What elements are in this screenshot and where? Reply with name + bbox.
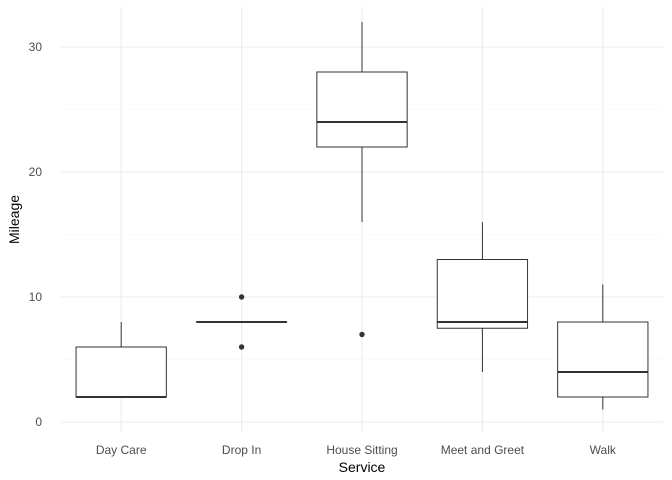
box-house-sitting bbox=[316, 22, 408, 338]
y-tick-label: 0 bbox=[35, 415, 42, 429]
y-tick-labels: 0 10 20 30 bbox=[29, 40, 43, 429]
y-tick-label: 30 bbox=[29, 40, 43, 54]
box-iqr bbox=[316, 71, 408, 148]
boxes bbox=[75, 22, 649, 410]
x-axis-title: Service bbox=[339, 459, 386, 475]
x-tick-label: Meet and Greet bbox=[441, 443, 525, 457]
box-iqr bbox=[436, 259, 529, 329]
box-iqr bbox=[75, 346, 167, 398]
box-drop-in bbox=[195, 294, 288, 350]
box-walk bbox=[557, 284, 649, 410]
x-tick-label: House Sitting bbox=[326, 443, 397, 457]
outlier-point bbox=[359, 331, 365, 338]
x-tick-label: Day Care bbox=[96, 443, 147, 457]
x-tick-label: Walk bbox=[590, 443, 617, 457]
x-tick-label: Drop In bbox=[222, 443, 261, 457]
x-tick-labels: Day Care Drop In House Sitting Meet and Gre… bbox=[96, 443, 617, 457]
y-tick-label: 10 bbox=[29, 290, 43, 304]
box-iqr bbox=[557, 321, 649, 398]
box-day-care bbox=[75, 322, 167, 398]
y-axis-title: Mileage bbox=[6, 195, 22, 244]
box-meet-and-greet bbox=[436, 222, 529, 372]
y-tick-label: 20 bbox=[29, 165, 43, 179]
outlier-point bbox=[238, 294, 245, 300]
outlier-point bbox=[238, 344, 245, 350]
